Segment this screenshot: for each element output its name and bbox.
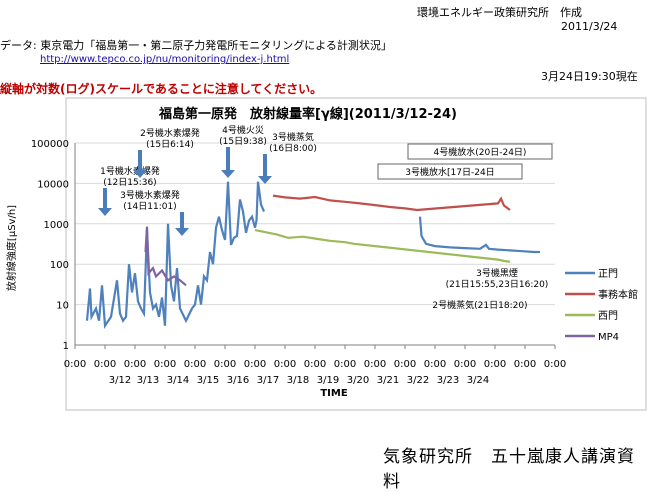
- arrow-head: [133, 170, 147, 178]
- x-time-label: 0:00: [544, 359, 566, 370]
- chart-frame: [65, 97, 647, 411]
- x-time-label: 0:00: [394, 359, 416, 370]
- x-date-label: 3/21: [377, 375, 399, 386]
- x-date-label: 3/19: [317, 375, 339, 386]
- series-line: [144, 226, 187, 287]
- data-source: データ: 東京電力「福島第一・第二原子力発電所モニタリングによる計測状況」: [0, 39, 392, 52]
- annotation-label: 3号機蒸気: [272, 131, 314, 143]
- x-axis-label: TIME: [320, 388, 347, 399]
- arrow-head: [98, 208, 112, 216]
- x-time-label: 0:00: [514, 359, 536, 370]
- x-date-label: 3/24: [467, 375, 489, 386]
- annotation-box: [377, 163, 523, 180]
- source-link[interactable]: http://www.tepco.co.jp/nu/monitoring/ind…: [40, 54, 290, 65]
- x-time-label: 0:00: [454, 359, 476, 370]
- annotation-label: 3号機放水[17日-24日: [405, 166, 494, 178]
- x-time-label: 0:00: [304, 359, 326, 370]
- chart-title: 福島第一原発 放射線量率[γ線](2011/3/12-24): [158, 106, 457, 122]
- x-time-label: 0:00: [124, 359, 146, 370]
- annotation-label: 3号機黒煙: [476, 267, 518, 279]
- x-time-label: 0:00: [364, 359, 386, 370]
- annotation-label: 2号機水素爆発: [140, 127, 200, 139]
- y-tick-label: 10: [56, 301, 69, 312]
- x-date-label: 3/22: [407, 375, 429, 386]
- y-axis-label: 放射線強度[μSv/h]: [5, 205, 18, 291]
- annotation-label: 1号機水素爆発: [100, 165, 160, 177]
- annotation-time: (15日6:14): [146, 139, 194, 150]
- annotation-time: (21日15:55,23日16:20): [446, 279, 549, 290]
- arrow-head: [258, 176, 272, 184]
- log-scale-warning: 縦軸が対数(ログ)スケールであることに注意してください。: [0, 82, 323, 96]
- arrow-head: [221, 170, 235, 178]
- x-date-label: 3/15: [197, 375, 219, 386]
- created-date: 2011/3/24: [561, 20, 618, 33]
- y-tick-label: 100: [50, 260, 69, 271]
- annotation-time: (16日8:00): [269, 143, 317, 154]
- annotation-label: 4号機火災: [222, 124, 264, 136]
- legend-label: 事務本館: [598, 288, 638, 301]
- x-date-label: 3/20: [347, 375, 369, 386]
- x-time-label: 0:00: [424, 359, 446, 370]
- x-time-label: 0:00: [214, 359, 236, 370]
- x-date-label: 3/12: [109, 375, 131, 386]
- legend-label: 西門: [598, 310, 618, 322]
- annotation-label: 2号機蒸気(21日18:20): [432, 299, 527, 311]
- y-tick-label: 1000: [44, 220, 69, 231]
- y-tick-label: 10000: [37, 179, 69, 190]
- x-time-label: 0:00: [94, 359, 116, 370]
- y-tick-label: 100000: [31, 139, 69, 150]
- series-line: [254, 229, 511, 263]
- annotation-time: (15日9:38): [219, 136, 267, 147]
- series-line: [418, 216, 540, 254]
- author-org: 環境エネルギー政策研究所 作成: [417, 6, 582, 19]
- x-time-label: 0:00: [484, 359, 506, 370]
- x-date-label: 3/14: [167, 375, 189, 386]
- footer-credit: 気象研究所 五十嵐康人講演資料: [383, 447, 635, 492]
- x-time-label: 0:00: [154, 359, 176, 370]
- series-line: [272, 194, 511, 212]
- series-line: [85, 181, 266, 329]
- x-date-label: 3/18: [287, 375, 309, 386]
- x-time-label: 0:00: [184, 359, 206, 370]
- annotation-label: 4号機放水(20日-24日): [434, 146, 527, 158]
- x-date-label: 3/23: [437, 375, 459, 386]
- x-date-label: 3/16: [227, 375, 249, 386]
- x-time-label: 0:00: [274, 359, 296, 370]
- as-of-timestamp: 3月24日19:30現在: [541, 70, 638, 83]
- y-tick-label: 1: [63, 341, 69, 352]
- annotation-time: (14日11:01): [123, 201, 176, 212]
- x-time-label: 0:00: [244, 359, 266, 370]
- radiation-chart: 福島第一原発 放射線量率[γ線](2011/3/12-24) 100000100…: [5, 97, 647, 411]
- annotation-time: (12日15:36): [103, 177, 156, 188]
- arrow-head: [175, 228, 189, 236]
- x-date-label: 3/17: [257, 375, 279, 386]
- annotation-box: [407, 143, 553, 160]
- legend-label: 正門: [598, 268, 618, 280]
- x-time-label: 0:00: [334, 359, 356, 370]
- x-date-label: 3/13: [137, 375, 159, 386]
- x-time-label: 0:00: [64, 359, 86, 370]
- legend-label: MP4: [598, 332, 619, 343]
- annotation-label: 3号機水素爆発: [120, 189, 180, 201]
